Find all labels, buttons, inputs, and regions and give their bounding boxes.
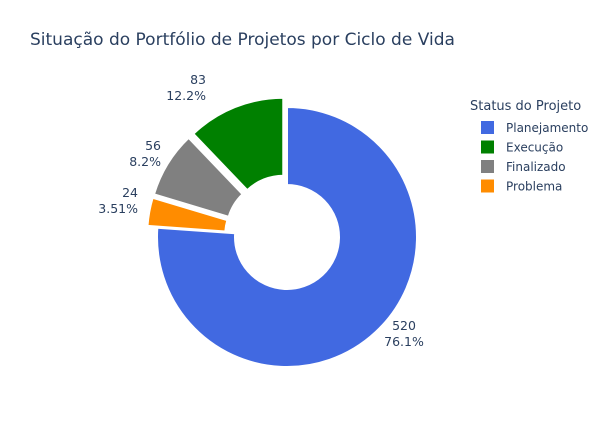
slice-label: 24 3.51% bbox=[98, 185, 138, 216]
legend-label: Problema bbox=[506, 180, 562, 194]
slice-execucao[interactable] bbox=[191, 96, 285, 192]
legend-swatch bbox=[481, 140, 494, 154]
slices-layer bbox=[146, 96, 418, 368]
legend-item[interactable]: Execução bbox=[481, 140, 563, 155]
slice-percent-label: 12.2% bbox=[166, 88, 206, 103]
slice-problema[interactable] bbox=[146, 196, 229, 233]
chart-title: Situação do Portfólio de Projetos por Ci… bbox=[30, 30, 455, 50]
slice-label: 83 12.2% bbox=[166, 72, 206, 103]
legend-label: Planejamento bbox=[506, 121, 588, 135]
legend-item[interactable]: Planejamento bbox=[481, 121, 588, 135]
legend-item[interactable]: Problema bbox=[481, 179, 562, 194]
slice-percent-label: 76.1% bbox=[384, 334, 424, 349]
slice-value-label: 520 bbox=[392, 318, 416, 333]
slice-percent-label: 8.2% bbox=[129, 154, 161, 169]
legend-label: Finalizado bbox=[506, 160, 566, 174]
legend-title: Status do Projeto bbox=[470, 99, 581, 114]
slice-percent-label: 3.51% bbox=[98, 201, 138, 216]
legend-swatch bbox=[481, 121, 494, 134]
slice-label: 56 8.2% bbox=[129, 138, 161, 169]
legend-swatch bbox=[481, 179, 494, 193]
labels-layer: 520 76.1% 24 3.51% 56 8.2% 83 12.2% bbox=[98, 72, 424, 349]
slice-value-label: 83 bbox=[190, 72, 206, 87]
legend-swatch bbox=[481, 160, 494, 173]
slice-finalizado[interactable] bbox=[152, 136, 244, 219]
slice-planejamento[interactable] bbox=[156, 105, 418, 368]
legend: Status do Projeto Planejamento Execução Fin… bbox=[470, 99, 588, 194]
slice-label: 520 76.1% bbox=[384, 318, 424, 349]
legend-label: Execução bbox=[506, 141, 563, 155]
legend-item[interactable]: Finalizado bbox=[481, 160, 566, 174]
slice-value-label: 24 bbox=[122, 185, 138, 200]
slice-value-label: 56 bbox=[145, 138, 161, 153]
